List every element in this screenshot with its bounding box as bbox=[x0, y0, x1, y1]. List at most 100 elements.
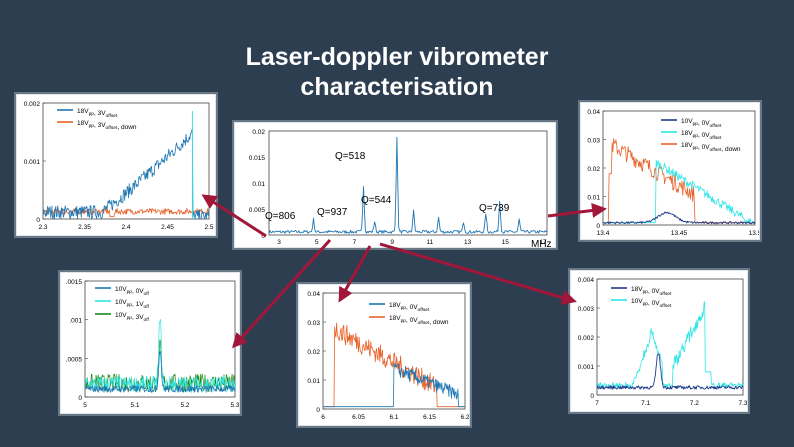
series-green-trace bbox=[84, 339, 236, 393]
series-orange-trace bbox=[323, 322, 465, 408]
legend-entry: 10Vpp, 1Voff bbox=[115, 299, 150, 310]
x-tick-label: 13.4 bbox=[597, 230, 610, 237]
y-tick-label: 0.03 bbox=[587, 138, 600, 145]
x-tick-label: 6.15 bbox=[423, 414, 436, 421]
x-tick-label: 6.1 bbox=[389, 414, 398, 421]
overview-spectrum-panel: 0.02 0.015 0.01 0.005 0 3 5 7 9 11 13 15 17 Q=518 Q=54… bbox=[234, 122, 556, 248]
x-tick-label: 6.05 bbox=[352, 414, 365, 421]
x-tick-label: 3 bbox=[277, 239, 281, 246]
y-tick-label: 0 bbox=[316, 407, 320, 414]
y-tick-label: 0 bbox=[261, 233, 265, 240]
q-annotation-937: Q=937 bbox=[317, 207, 348, 218]
y-tick-label: 0.02 bbox=[252, 129, 265, 136]
x-tick-label: 7 bbox=[353, 239, 357, 246]
x-tick-label: 7.3 bbox=[738, 400, 747, 407]
y-tick-label: 0.003 bbox=[578, 306, 595, 313]
x-tick-label: 17 bbox=[539, 239, 547, 246]
slide-title-line-1: Laser-doppler vibrometer bbox=[245, 43, 549, 71]
plot-svg: 0.04 0.03 0.02 0.01 013.4 13.45 13.5 10Vpp, 0Vo… bbox=[587, 109, 759, 237]
series-blue-trace bbox=[323, 362, 465, 408]
series-cyan-trace bbox=[596, 301, 744, 389]
q-annotation-518: Q=518 bbox=[335, 151, 366, 162]
legend-entry: 10Vpp, 0Voffset bbox=[681, 118, 722, 129]
legend-entry: 10Vpp, 0Voff bbox=[115, 286, 150, 297]
series-blue-trace bbox=[42, 128, 210, 220]
plot-frame bbox=[42, 102, 210, 220]
y-tick-label: 0 bbox=[78, 395, 82, 402]
y-tick-label: 0.02 bbox=[587, 166, 600, 173]
plot-frame bbox=[268, 130, 548, 236]
y-tick-label: 0.01 bbox=[587, 195, 600, 202]
y-tick-label: 0.001 bbox=[578, 364, 595, 371]
y-tick-label: .0015 bbox=[66, 279, 83, 286]
x-tick-label: 2.45 bbox=[161, 224, 174, 231]
y-tick-label: 0.015 bbox=[249, 155, 266, 162]
plot-svg: 0.002 0.001 02.3 2.35 2.4 2.45 2.5 18Vpp, 3Voff… bbox=[24, 101, 214, 231]
x-tick-label: 5 bbox=[315, 239, 319, 246]
y-tick-label: 0.02 bbox=[307, 349, 320, 356]
legend-entry: 18Vpp, 0Voffset, down bbox=[681, 142, 741, 153]
x-tick-label: 2.3 bbox=[38, 224, 47, 231]
x-unit-label: MHz bbox=[531, 239, 552, 247]
series-orange-trace bbox=[603, 138, 755, 224]
x-tick-label: 5.2 bbox=[180, 402, 189, 409]
y-tick-label: 0.04 bbox=[307, 291, 320, 298]
q-annotation-806: Q=806 bbox=[265, 211, 296, 222]
legend-entry: 18Vpp, 0Voffset bbox=[631, 286, 672, 297]
x-tick-label: 2.35 bbox=[78, 224, 91, 231]
x-tick-label: 2.5 bbox=[204, 224, 213, 231]
x-tick-label: 7.1 bbox=[641, 400, 650, 407]
series-orange-trace bbox=[42, 208, 210, 218]
series-cyan-trace bbox=[603, 159, 755, 224]
x-tick-label: 5.1 bbox=[130, 402, 139, 409]
y-tick-label: 0.004 bbox=[578, 277, 595, 284]
x-tick-label: 7.2 bbox=[690, 400, 699, 407]
y-tick-label: 0.01 bbox=[252, 181, 265, 188]
y-tick-label: 0.002 bbox=[24, 101, 41, 108]
y-tick-label: 0 bbox=[36, 217, 40, 224]
plot-svg: .0015 .001 .0005 05 5.1 5.2 5.3 10Vpp, 0Voff 10V… bbox=[66, 279, 239, 409]
zoom-panel-2-3mhz: 0.002 0.001 0 2.3 2.35 2.4 2.45 2.5 18Vpp, 3Voff… bbox=[16, 94, 216, 236]
legend-entry: 18Vpp, 0Voffset bbox=[389, 302, 430, 313]
zoom-panel-5-1mhz: .0015 .001 .0005 0 5 5.1 5.2 5.3 10Vpp, 0Voff 10V… bbox=[60, 272, 240, 414]
y-tick-label: .0005 bbox=[66, 356, 83, 363]
zoom-panel-7-1mhz: 0.004 0.003 0.002 0.001 0 7 7.1 7.2 7.3 18Vpp, 0V… bbox=[570, 270, 748, 412]
y-tick-label: 0.005 bbox=[249, 207, 266, 214]
x-tick-label: 6 bbox=[321, 414, 325, 421]
x-tick-label: 15 bbox=[502, 239, 510, 246]
y-tick-label: 0.03 bbox=[307, 320, 320, 327]
legend-entry: 18Vpp, 3Voffset, down bbox=[77, 120, 137, 131]
legend-entry: 18Vpp, 0Voffset bbox=[681, 130, 722, 141]
zoom-panel-6-1mhz: 0.04 0.03 0.02 0.01 0 6 6.05 6.1 6.15 6.2 18Vpp, 0… bbox=[298, 284, 470, 426]
series-navy-trace bbox=[596, 353, 744, 390]
x-tick-label: 7 bbox=[595, 400, 599, 407]
x-tick-label: 13.45 bbox=[671, 230, 688, 237]
series-blue-trace bbox=[84, 351, 236, 393]
y-tick-label: 0.01 bbox=[307, 378, 320, 385]
x-tick-label: 5 bbox=[83, 402, 87, 409]
q-annotation-544: Q=544 bbox=[361, 195, 392, 206]
y-tick-label: 0.04 bbox=[587, 109, 600, 116]
x-tick-label: 6.2 bbox=[460, 414, 469, 421]
series-navy-trace bbox=[602, 211, 756, 225]
spectrum-trace bbox=[268, 136, 548, 234]
x-tick-label: 13.5 bbox=[749, 230, 759, 237]
y-tick-label: .001 bbox=[69, 318, 82, 325]
plot-svg: 0.04 0.03 0.02 0.01 06 6.05 6.1 6.15 6.2 18Vpp, 0… bbox=[307, 291, 469, 421]
x-tick-label: 9 bbox=[390, 239, 394, 246]
q-annotation-739: Q=739 bbox=[479, 203, 510, 214]
x-tick-label: 2.4 bbox=[121, 224, 130, 231]
legend-entry: 10Vpp, 0Voffset bbox=[631, 298, 672, 309]
x-tick-label: 13 bbox=[464, 239, 472, 246]
x-tick-label: 5.3 bbox=[230, 402, 239, 409]
y-tick-label: 0.001 bbox=[24, 159, 41, 166]
x-tick-label: 11 bbox=[426, 239, 433, 246]
slide-title-line-2: characterisation bbox=[300, 73, 494, 101]
plot-svg: 0.004 0.003 0.002 0.001 07 7.1 7.2 7.3 18Vpp, 0V… bbox=[578, 277, 747, 407]
y-tick-label: 0 bbox=[590, 393, 594, 400]
legend-entry: 10Vpp, 3Voff bbox=[115, 312, 150, 323]
y-tick-label: 0.002 bbox=[578, 335, 595, 342]
y-tick-label: 0 bbox=[596, 223, 600, 230]
legend-entry: 18Vpp, 0Voffset, down bbox=[389, 315, 449, 326]
plot-svg: 0.02 0.015 0.01 0.005 0 3 5 7 9 11 13 15 17 Q=518 Q=54… bbox=[249, 129, 552, 247]
